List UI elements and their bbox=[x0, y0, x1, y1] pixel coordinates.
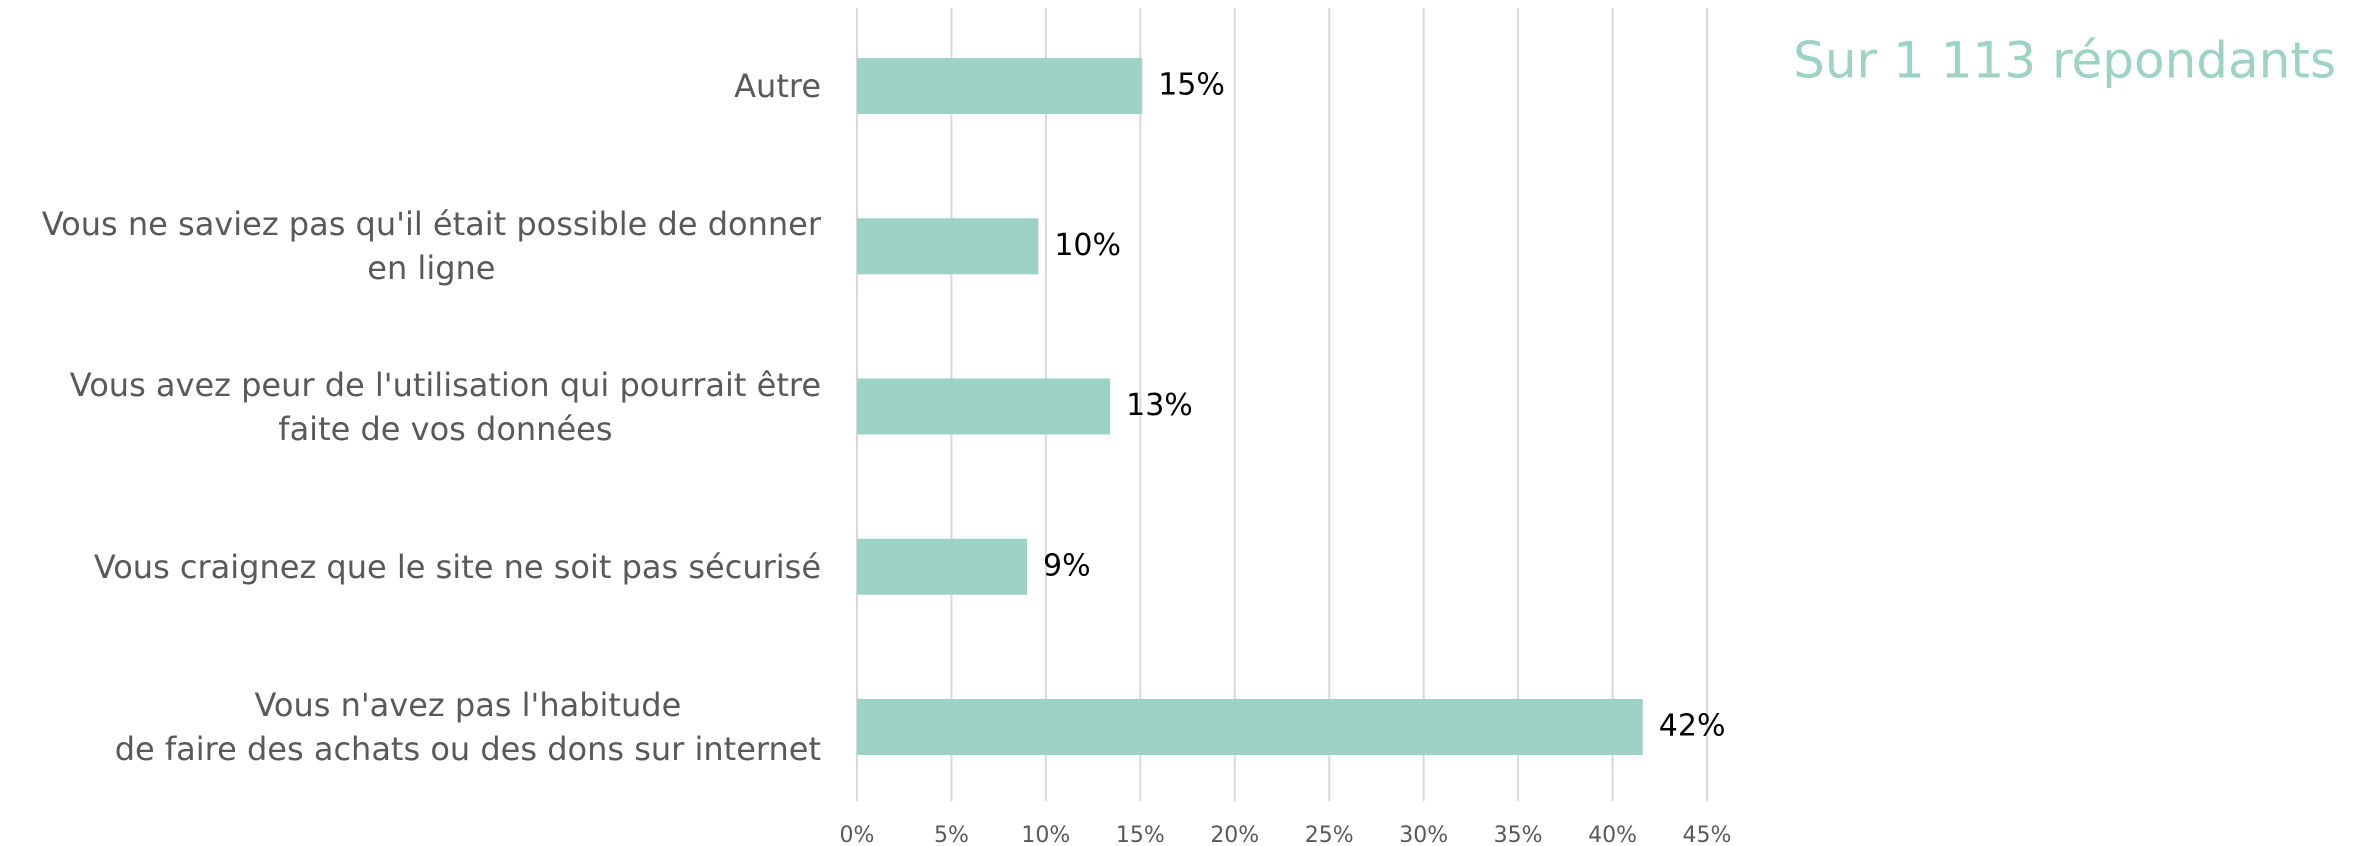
value-label: 42% bbox=[1659, 709, 1726, 744]
value-label: 10% bbox=[1054, 228, 1121, 263]
bar bbox=[857, 699, 1643, 755]
bar bbox=[857, 378, 1111, 435]
x-tick-label: 40% bbox=[1588, 823, 1637, 846]
bar bbox=[857, 538, 1027, 595]
x-tick-label: 30% bbox=[1399, 823, 1448, 846]
y-tick-label: Autre bbox=[734, 67, 821, 105]
value-label: 9% bbox=[1043, 548, 1091, 583]
y-tick-label: Vous n'avez pas l'habitude de faire des … bbox=[114, 686, 821, 768]
value-label: 15% bbox=[1158, 68, 1225, 103]
x-tick-label: 5% bbox=[934, 823, 969, 846]
bar bbox=[857, 58, 1143, 114]
value-label: 13% bbox=[1126, 388, 1193, 423]
x-tick-label: 15% bbox=[1116, 823, 1165, 846]
x-tick-label: 10% bbox=[1021, 823, 1070, 846]
y-tick-label: Vous avez peur de l'utilisation qui pour… bbox=[69, 365, 821, 448]
x-tick-label: 45% bbox=[1683, 823, 1732, 846]
y-tick-label: Vous craignez que le site ne soit pas sé… bbox=[93, 547, 821, 586]
bar bbox=[857, 218, 1039, 275]
y-tick-label: Vous ne saviez pas qu'il était possible … bbox=[41, 205, 821, 288]
x-tick-label: 0% bbox=[840, 823, 875, 846]
x-tick-label: 20% bbox=[1210, 823, 1259, 846]
x-tick-label: 25% bbox=[1305, 823, 1354, 846]
x-tick-label: 35% bbox=[1494, 823, 1543, 846]
subtitle: Sur 1 113 répondants bbox=[1793, 32, 2336, 90]
